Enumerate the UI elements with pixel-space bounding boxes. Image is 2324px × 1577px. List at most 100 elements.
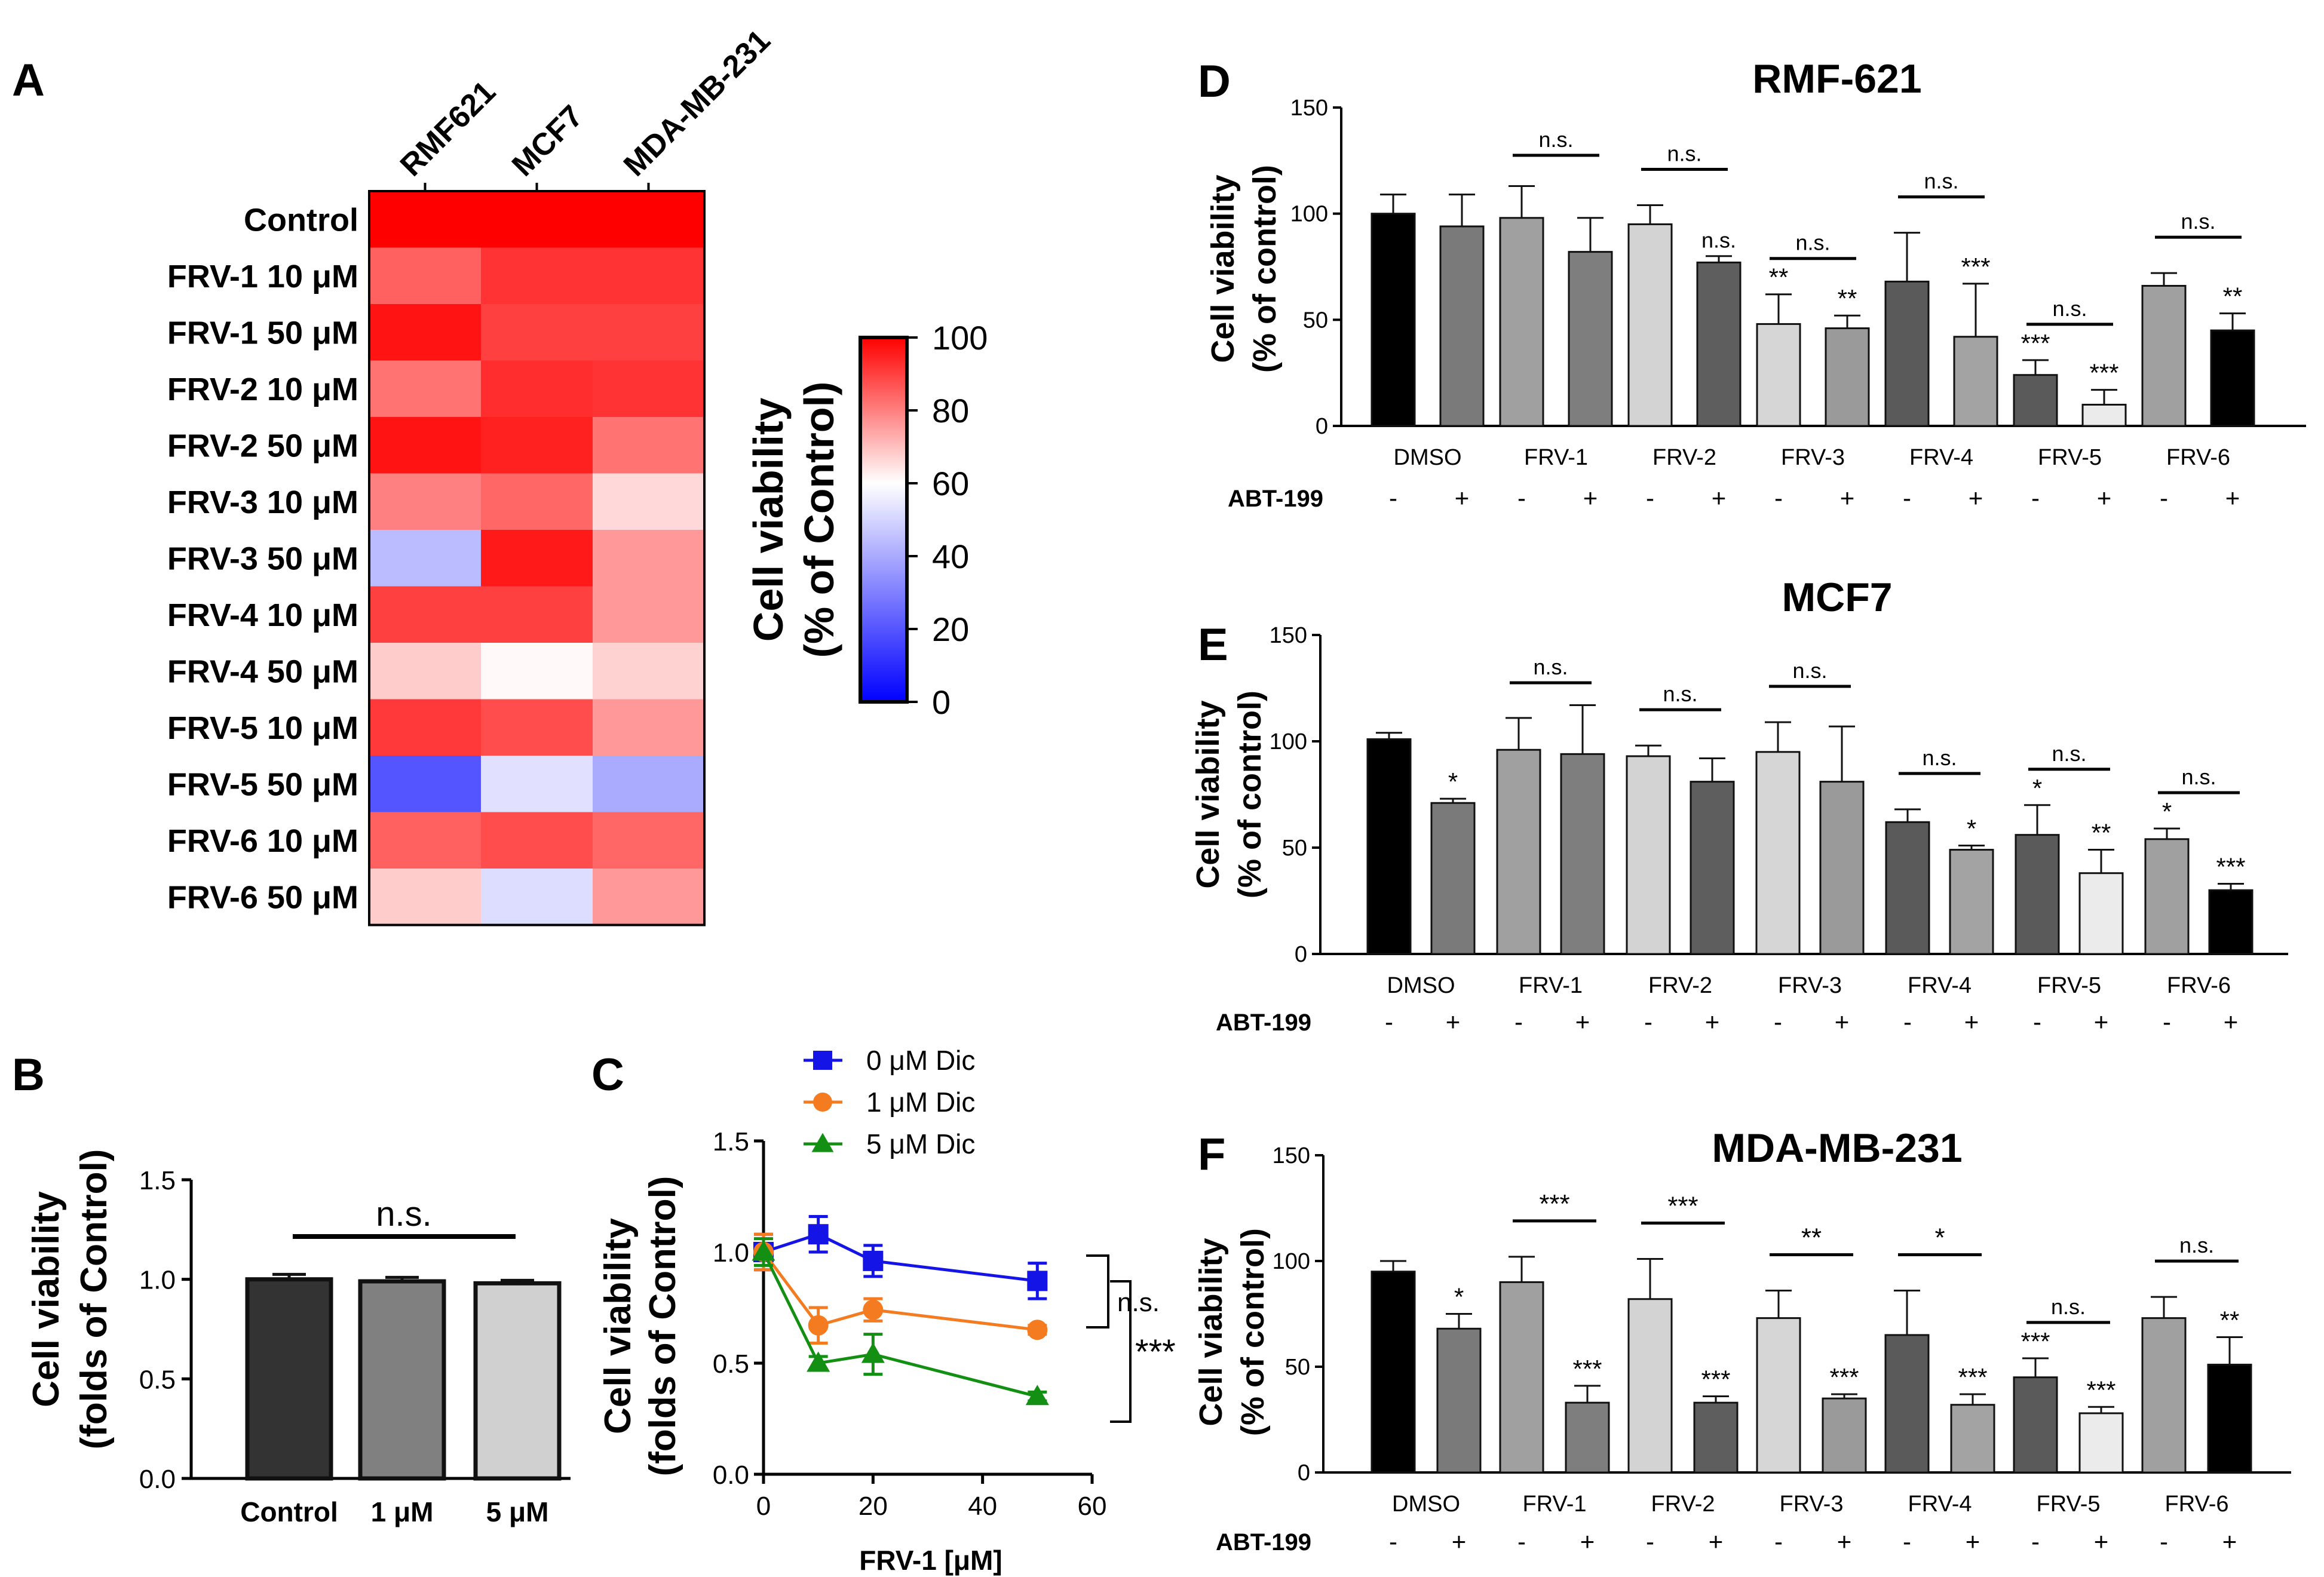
abt-sign: + bbox=[2222, 1527, 2237, 1555]
bar bbox=[1430, 802, 1476, 955]
bar bbox=[1496, 748, 1541, 955]
bar bbox=[2013, 374, 2058, 427]
significance-label: * bbox=[2162, 797, 2172, 826]
c-bracket-sig bbox=[1110, 1280, 1132, 1423]
c-series-line bbox=[762, 1251, 1038, 1398]
abt-sign: + bbox=[1964, 1008, 1979, 1036]
bar bbox=[1436, 1327, 1482, 1474]
significance-label: *** bbox=[2021, 329, 2050, 357]
heatmap-cell bbox=[593, 869, 705, 925]
significance-label: ** bbox=[2220, 1306, 2240, 1334]
group-label: DMSO bbox=[1387, 973, 1455, 998]
bar bbox=[1499, 217, 1544, 427]
e-ylabel-line2: (% of control) bbox=[1232, 691, 1268, 898]
heatmap-cell bbox=[593, 756, 705, 812]
y-tick-label: 50 bbox=[1282, 836, 1307, 861]
heatmap-cell bbox=[369, 586, 482, 643]
colorbar-tick-label: 0 bbox=[932, 683, 951, 721]
c-x-tick-label: 0 bbox=[756, 1492, 771, 1521]
abt-sign: - bbox=[2160, 484, 2168, 512]
heatmap-row-label: FRV-4 10 μM bbox=[167, 597, 358, 633]
abt-sign: + bbox=[2097, 484, 2112, 512]
heatmap-cell bbox=[481, 473, 593, 530]
c-x-tick-label: 60 bbox=[1078, 1492, 1107, 1521]
c-data-point bbox=[863, 1250, 884, 1271]
abt-sign: - bbox=[1774, 1527, 1783, 1555]
b-x-tick-label: 5 μM bbox=[486, 1496, 549, 1527]
group-bracket-label: n.s. bbox=[2052, 296, 2087, 321]
e-ylabel-line1: Cell viability bbox=[1190, 700, 1226, 888]
abt-sign: - bbox=[1517, 484, 1526, 512]
significance-label: * bbox=[1967, 814, 1976, 842]
bar bbox=[1819, 781, 1865, 955]
c-legend-marker bbox=[813, 1093, 832, 1112]
bar bbox=[1626, 755, 1671, 955]
heatmap-row-label: FRV-1 50 μM bbox=[167, 315, 358, 351]
e-title: MCF7 bbox=[1782, 575, 1892, 620]
bar bbox=[2208, 889, 2254, 955]
heatmap-cell bbox=[369, 530, 482, 587]
significance-label: *** bbox=[1958, 1363, 1987, 1391]
bar bbox=[1825, 327, 1870, 427]
c-y-tick-label: 0.5 bbox=[713, 1349, 749, 1379]
abt-sign: + bbox=[1835, 1008, 1850, 1036]
abt-sign: + bbox=[1705, 1008, 1720, 1036]
bar bbox=[2013, 1376, 2058, 1474]
heatmap-row-label: FRV-1 10 μM bbox=[167, 259, 358, 294]
c-legend-label: 5 μM Dic bbox=[866, 1128, 975, 1159]
abt-sign: - bbox=[1646, 484, 1654, 512]
c-data-point bbox=[807, 1351, 830, 1372]
c-data-point bbox=[752, 1240, 775, 1261]
significance-label: ** bbox=[2223, 283, 2243, 311]
heatmap-row-label: FRV-6 50 μM bbox=[167, 879, 358, 915]
heatmap-cell bbox=[593, 699, 705, 756]
f-ylabel-line1: Cell viability bbox=[1193, 1238, 1229, 1426]
bar bbox=[2144, 838, 2190, 955]
abt-sign: + bbox=[1712, 484, 1727, 512]
bar bbox=[2081, 403, 2127, 427]
bar bbox=[1885, 821, 1930, 955]
bar-chart-d: 0 50 100 150 ABT-199 - + DMSO - + FRV-1 n.s. - n.s. + F… bbox=[1228, 96, 2306, 512]
group-bracket-label: n.s. bbox=[2181, 765, 2216, 789]
y-tick-label: 0 bbox=[1295, 942, 1307, 967]
heatmap-cell bbox=[481, 360, 593, 418]
c-legend-marker bbox=[811, 1133, 834, 1152]
heatmap-cell bbox=[593, 191, 705, 248]
y-tick-label: 100 bbox=[1270, 729, 1307, 754]
bar bbox=[1371, 213, 1416, 427]
abt-sign: - bbox=[1385, 1008, 1393, 1036]
bar-chart-b: 0.0 0.5 1.0 1.5 Control 1 μM 5 μM n.s. bbox=[139, 1166, 571, 1527]
significance-label: *** bbox=[1961, 253, 1990, 281]
abt-sign: - bbox=[1903, 1008, 1912, 1036]
bar bbox=[1696, 261, 1742, 427]
bar bbox=[1953, 336, 1998, 427]
heatmap-cell bbox=[593, 473, 705, 530]
group-label: FRV-3 bbox=[1779, 1492, 1843, 1517]
c-ylabel-line2: (folds of Control) bbox=[642, 1176, 683, 1477]
abt-sign: + bbox=[2225, 484, 2240, 512]
c-legend-label: 1 μM Dic bbox=[866, 1087, 975, 1118]
y-tick-label: 50 bbox=[1285, 1355, 1310, 1380]
heatmap-cell bbox=[369, 643, 482, 699]
group-label: FRV-2 bbox=[1648, 973, 1712, 998]
bar bbox=[1366, 738, 1412, 955]
bar bbox=[1755, 751, 1801, 955]
c-data-point bbox=[808, 1224, 829, 1245]
abt-sign: + bbox=[2224, 1008, 2239, 1036]
heatmap-panel: Control FRV-1 10 μM FRV-1 50 μM FRV-2 10 μM… bbox=[167, 23, 777, 926]
bar bbox=[1565, 1401, 1610, 1474]
abt-sign: + bbox=[1455, 484, 1470, 512]
heatmap-row-label: FRV-2 10 μM bbox=[167, 372, 358, 407]
heatmap-row-label: FRV-3 50 μM bbox=[167, 541, 358, 576]
heatmap-column-label: MDA-MB-231 bbox=[617, 23, 777, 183]
heatmap-row-label: FRV-2 50 μM bbox=[167, 428, 358, 464]
b-y-tick-label: 1.0 bbox=[139, 1266, 176, 1295]
group-label: FRV-4 bbox=[1908, 973, 1972, 998]
heatmap-row-label: FRV-5 50 μM bbox=[167, 766, 358, 802]
heatmap-cell bbox=[593, 360, 705, 418]
b-y-tick-label: 0.5 bbox=[139, 1365, 176, 1394]
heatmap-cell bbox=[369, 247, 482, 305]
abt-sign: + bbox=[1840, 484, 1855, 512]
significance-label: *** bbox=[1701, 1366, 1730, 1394]
